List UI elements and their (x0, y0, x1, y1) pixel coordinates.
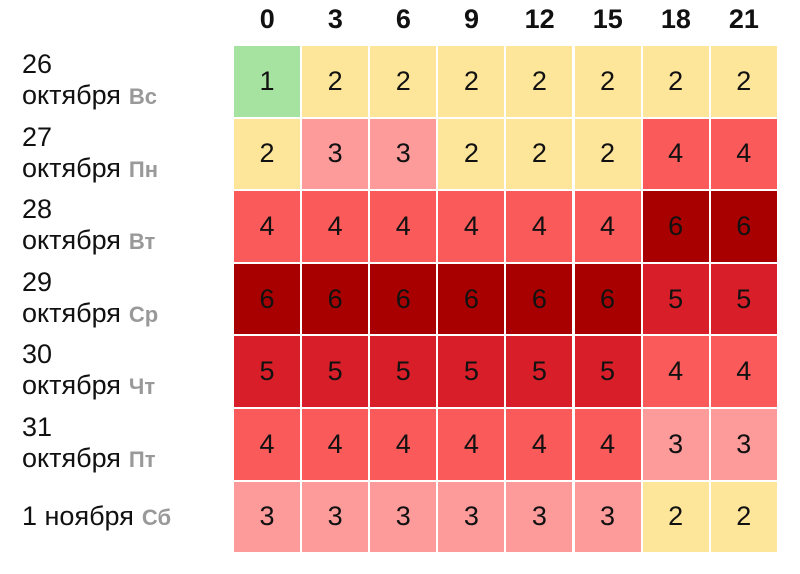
row-label: 1 ноября Сб (22, 501, 227, 574)
day-of-week: Ср (128, 301, 159, 327)
date-month: октября (22, 80, 121, 110)
date-month: октября (22, 225, 121, 256)
column-header: 0 (259, 4, 275, 34)
column-header: 12 (524, 4, 555, 34)
heatmap-cell: 2 (505, 45, 574, 118)
date-month: октября (22, 297, 121, 328)
column-header: 18 (660, 4, 691, 34)
heatmap-cell: 2 (709, 480, 778, 554)
heatmap-cell: 2 (233, 117, 302, 191)
heatmap-cell: 6 (233, 262, 302, 336)
heatmap-cell: 4 (505, 190, 574, 263)
heatmap-cell: 4 (301, 190, 370, 263)
heatmap-cell: 5 (709, 262, 778, 336)
date-month: 1 ноября (22, 500, 134, 531)
date-day: 30 (22, 339, 53, 370)
row-label: 27 октября Пн (22, 122, 227, 195)
heatmap-cell: 4 (369, 190, 438, 263)
row-label: 28 октября Вт (22, 194, 227, 267)
heatmap-cell: 4 (573, 408, 642, 481)
date-day: 27 (22, 121, 53, 152)
heatmap-cell: 4 (369, 408, 438, 481)
heatmap-cell: 4 (641, 117, 710, 191)
heatmap-cell: 5 (505, 335, 574, 408)
heatmap-cell: 2 (641, 480, 710, 554)
day-of-week: Пт (128, 447, 156, 472)
column-header: 15 (592, 4, 623, 34)
heatmap-cell: 1 (233, 45, 302, 118)
heatmap-cell: 5 (369, 335, 438, 408)
heatmap-cell: 3 (301, 117, 370, 191)
date-month: октября (22, 443, 121, 473)
heatmap-cell: 3 (641, 408, 710, 481)
heatmap-cell: 3 (233, 480, 302, 554)
heatmap-cell: 6 (641, 190, 710, 263)
heatmap-cell: 3 (573, 480, 642, 554)
day-of-week: Вс (128, 84, 158, 109)
heatmap-cell: 2 (437, 117, 506, 191)
heatmap-cell: 5 (573, 335, 642, 408)
heatmap-cell: 4 (233, 408, 302, 481)
day-of-week: Вт (128, 229, 156, 255)
heatmap-cell: 2 (369, 45, 438, 118)
day-of-week: Сб (141, 504, 172, 530)
heatmap-cell: 4 (437, 190, 506, 263)
row-label: 30 октября Чт (22, 339, 227, 412)
heatmap-cell: 2 (301, 45, 370, 118)
heatmap-cell: 4 (709, 335, 778, 408)
day-of-week: Чт (128, 374, 156, 400)
row-label: 31 октября Пт (22, 412, 227, 485)
heatmap-cell: 3 (709, 408, 778, 481)
heatmap-cell: 4 (573, 190, 642, 263)
heatmap-cell: 2 (437, 45, 506, 118)
heatmap-cell: 4 (641, 335, 710, 408)
heatmap-cell: 3 (505, 480, 574, 554)
heatmap-cell: 4 (437, 408, 506, 481)
heatmap-cell: 2 (505, 117, 574, 191)
heatmap-cell: 6 (301, 262, 370, 336)
heatmap-cell: 5 (301, 335, 370, 408)
heatmap-cell: 5 (437, 335, 506, 408)
row-label: 29 октября Ср (22, 267, 227, 340)
heatmap-cell: 2 (573, 117, 642, 191)
heatmap-cell: 2 (641, 45, 710, 118)
heatmap-cell: 4 (301, 408, 370, 481)
date-month: октября (22, 370, 121, 401)
row-label: 26 октября Вс (22, 49, 227, 122)
heatmap-cell: 6 (437, 262, 506, 336)
column-header: 6 (395, 4, 411, 34)
heatmap-cell: 2 (709, 45, 778, 118)
heatmap-cell: 5 (641, 262, 710, 336)
heatmap-cell: 5 (233, 335, 302, 408)
heatmap-cell: 3 (437, 480, 506, 554)
date-day: 28 (22, 194, 53, 225)
heatmap-cell: 6 (505, 262, 574, 336)
date-day: 31 (22, 412, 53, 442)
heatmap-cell: 3 (369, 117, 438, 191)
column-header: 9 (464, 4, 480, 34)
heatmap-cell: 4 (505, 408, 574, 481)
heatmap-cell: 6 (709, 190, 778, 263)
column-header: 21 (728, 4, 759, 34)
heatmap-cell: 6 (369, 262, 438, 336)
heatmap-cell: 4 (709, 117, 778, 191)
column-header: 3 (327, 4, 343, 34)
heatmap-cell: 4 (233, 190, 302, 263)
heatmap-cell: 3 (301, 480, 370, 554)
heatmap-cell: 2 (573, 45, 642, 118)
date-day: 29 (22, 266, 53, 297)
date-month: октября (22, 152, 121, 183)
heatmap-cell: 6 (573, 262, 642, 336)
heatmap-cell: 3 (369, 480, 438, 554)
day-of-week: Пн (128, 156, 159, 182)
date-day: 26 (22, 49, 53, 79)
